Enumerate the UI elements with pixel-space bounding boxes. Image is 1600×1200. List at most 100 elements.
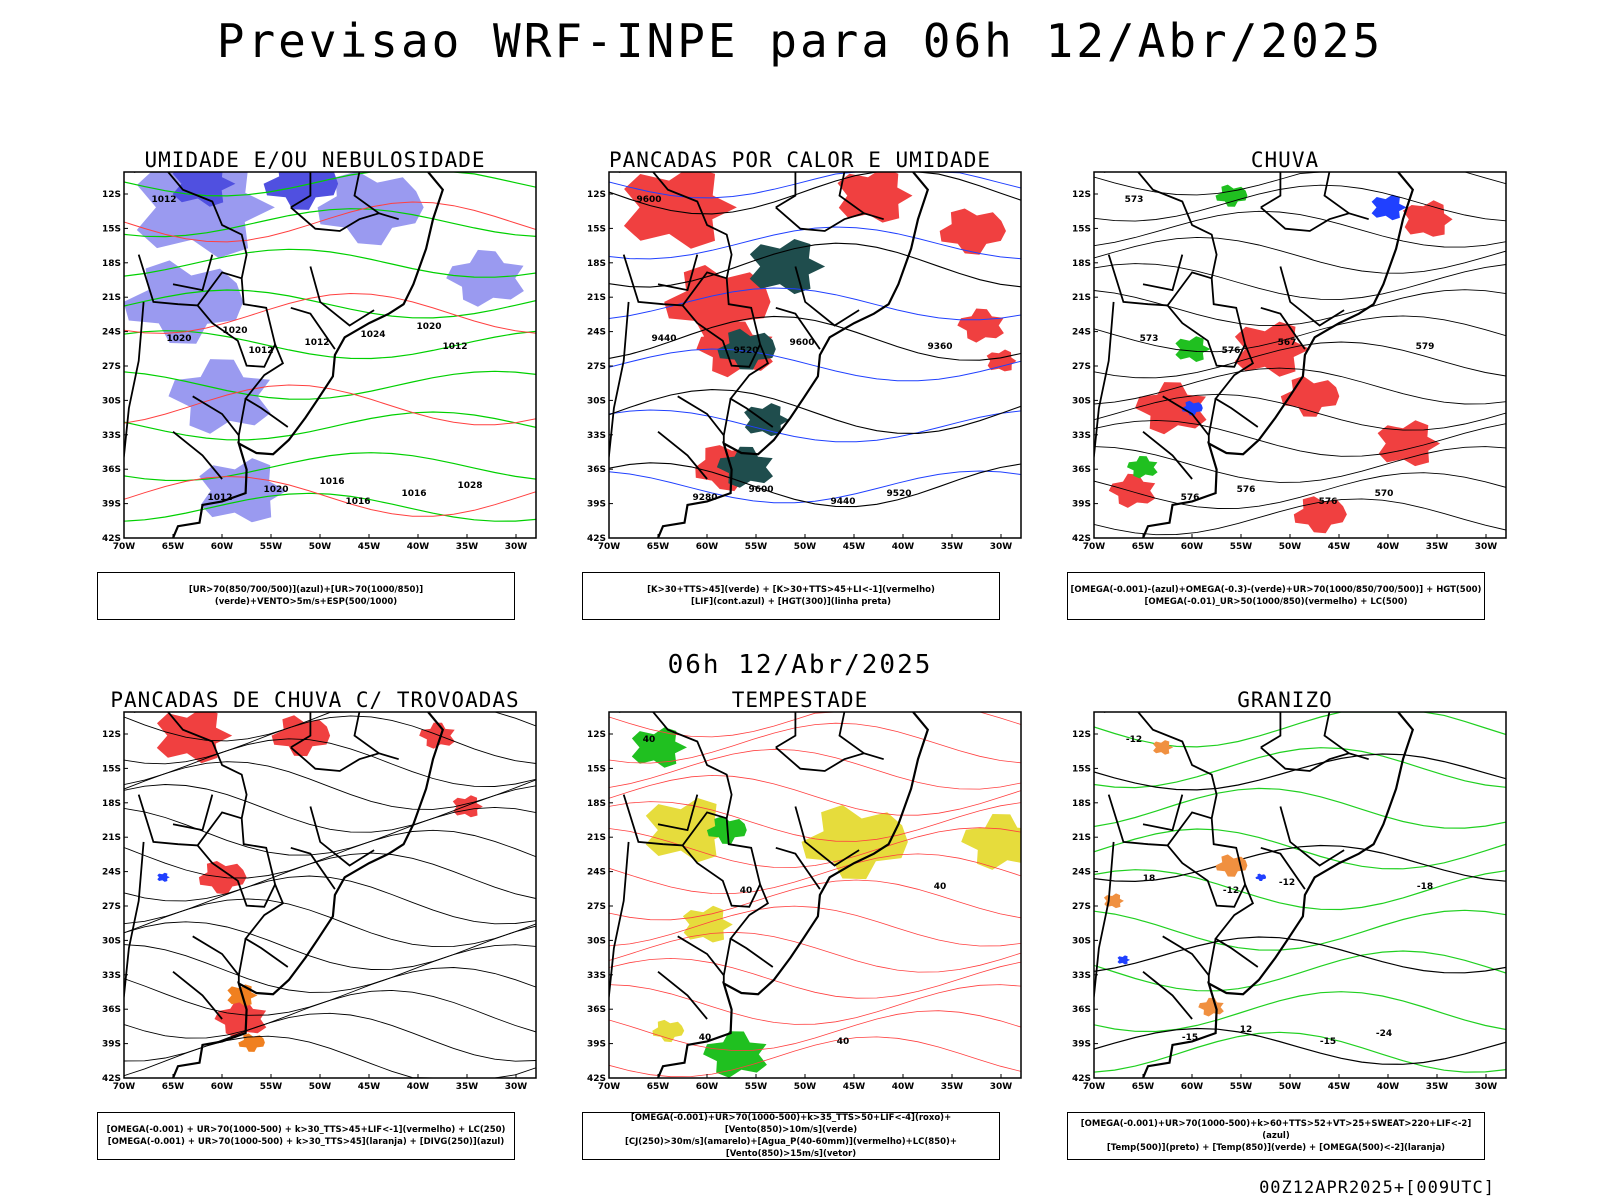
contour-label: -12 (1223, 886, 1239, 896)
heat-fill-dark-green (717, 328, 776, 370)
political-border (618, 712, 774, 968)
political-border (196, 304, 276, 368)
contour-label: -15 (1182, 1033, 1198, 1043)
lon-tick-label: 50W (794, 1082, 817, 1092)
water-contour-red (609, 801, 1021, 842)
political-border (137, 794, 242, 847)
political-border (1094, 841, 1115, 1001)
lat-tick-label: 18S (102, 799, 121, 809)
political-border (290, 206, 399, 232)
lat-tick-label: 27S (102, 902, 121, 912)
lon-tick-label: 55W (745, 542, 768, 552)
lat-tick-label: 24S (587, 328, 606, 338)
temp850-contour-green (1094, 747, 1506, 789)
political-border (657, 794, 699, 832)
lat-tick-label: 15S (102, 764, 121, 774)
lat-tick-label: 33S (102, 431, 121, 441)
water-contour-red (609, 712, 1021, 738)
lat-tick-label: 39S (587, 1040, 606, 1050)
contour-label: 1012 (151, 195, 176, 205)
height-contour-black (1094, 498, 1506, 536)
lon-tick-label: 65W (647, 542, 670, 552)
lon-tick-label: 50W (309, 542, 332, 552)
streamline-black (124, 1012, 536, 1062)
water-contour-red (609, 957, 1021, 999)
political-border (1142, 254, 1184, 292)
political-border (290, 846, 336, 890)
panel-tempestade: TEMPESTADE 40 40 40 40 40 12S 15S 18S 21S 24S 27S 3… (565, 688, 1035, 1160)
panel-legend: [UR>70(850/700/500)](azul)+[UR>70(1000/8… (97, 572, 515, 620)
political-border (1260, 172, 1282, 209)
political-border (657, 970, 708, 1020)
temp850-contour-green (1094, 869, 1506, 911)
political-border (1162, 395, 1210, 436)
political-border (196, 844, 276, 908)
contour-label: 576 (1319, 497, 1338, 507)
lon-tick-label: 30W (1475, 1082, 1498, 1092)
political-border (1279, 266, 1345, 327)
lat-tick-label: 36S (1072, 1005, 1091, 1015)
lon-tick-label: 35W (1426, 542, 1449, 552)
political-border (1162, 935, 1210, 976)
temp500-contour-black (1094, 1027, 1506, 1065)
heat-fill-red (939, 208, 1006, 255)
humidity-contour-green (124, 208, 536, 238)
lat-tick-label: 18S (1072, 799, 1091, 809)
political-border (192, 395, 240, 436)
political-border (838, 172, 865, 215)
contour-label: 1016 (401, 489, 426, 499)
humidity-fill-blue (446, 249, 524, 307)
water-contour-red (609, 879, 1021, 921)
political-border (1207, 938, 1217, 984)
lat-tick-label: 39S (102, 1040, 121, 1050)
map-frame (123, 711, 537, 1079)
lon-tick-label: 40W (407, 542, 430, 552)
lon-tick-label: 40W (407, 1082, 430, 1092)
rain-fill-red (1293, 496, 1347, 534)
main-title: Previsao WRF-INPE para 06h 12/Abr/2025 (216, 14, 1384, 68)
lat-tick-label: 30S (587, 396, 606, 406)
thickness-contour-red (124, 201, 536, 243)
lon-tick-label: 50W (1279, 542, 1302, 552)
political-border (133, 712, 289, 968)
lon-tick-label: 55W (745, 1082, 768, 1092)
political-border (1107, 794, 1212, 847)
contour-label: 573 (1140, 334, 1159, 344)
political-border (681, 844, 761, 908)
hail-fill-blue (1117, 955, 1130, 965)
lat-tick-label: 15S (587, 764, 606, 774)
political-border (657, 430, 708, 480)
lat-tick-label: 33S (587, 971, 606, 981)
streamline-black (124, 829, 536, 879)
map-layer: 9600 9520 9440 9360 9280 9600 9520 9440 9600 (609, 172, 1021, 538)
lat-tick-label: 30S (1072, 396, 1091, 406)
rain-fill-red (1402, 200, 1453, 237)
streamline-black (124, 738, 536, 787)
lat-tick-label: 15S (102, 224, 121, 234)
lat-tick-label: 42S (102, 534, 121, 544)
lat-tick-label: 30S (102, 936, 121, 946)
legend-line: [OMEGA(-0.001)+UR>70(1000-500)+k>35_TTS>… (630, 1113, 952, 1135)
political-border (775, 746, 884, 772)
political-border (681, 304, 761, 368)
political-border (172, 794, 214, 832)
map-layer: -12 -12 -15 -18 -15 -12 -24 18 12 (1094, 712, 1506, 1078)
lon-tick-label: 60W (696, 1082, 719, 1092)
contour-label: 1012 (304, 338, 329, 348)
contour-label: 1016 (345, 497, 370, 507)
legend-line: [CJ(250)>30m/s](amarelo)+[Agua_P(40-60mm… (624, 1137, 958, 1159)
political-border (172, 430, 223, 480)
lat-tick-label: 18S (587, 799, 606, 809)
political-border (622, 794, 727, 847)
panel-title: CHUVA (1250, 148, 1320, 172)
lon-tick-label: 30W (1475, 542, 1498, 552)
lon-tick-label: 70W (113, 542, 136, 552)
height-contour-black (1094, 315, 1506, 353)
water-contour-red (609, 984, 1021, 1025)
political-border (775, 172, 797, 209)
political-border (137, 254, 242, 307)
humidity-fill-blue (199, 458, 287, 523)
lat-tick-label: 21S (587, 293, 606, 303)
contour-label: 576 (1222, 346, 1241, 356)
